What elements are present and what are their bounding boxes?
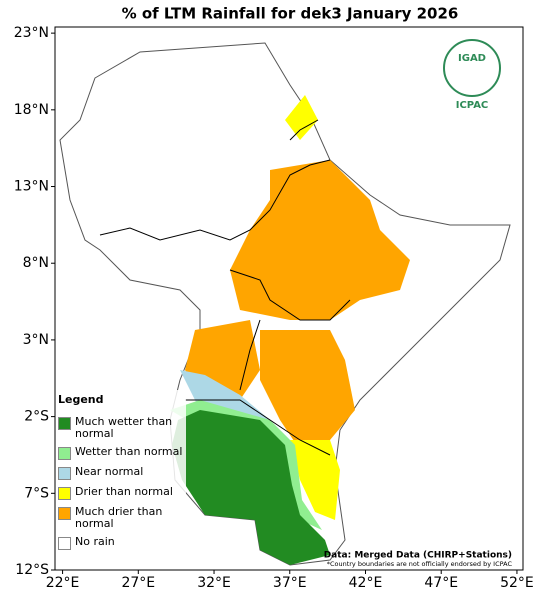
y-tick-label: 12°S: [15, 562, 49, 578]
legend-title: Legend: [58, 393, 104, 406]
legend-swatch: [58, 467, 71, 480]
y-tick-label: 2°S: [24, 409, 49, 425]
x-tick-label: 42°E: [349, 575, 383, 591]
legend-label: Drier than normal: [75, 485, 173, 498]
much-drier-area: [230, 160, 410, 320]
legend-item: Much drier than normal: [58, 506, 188, 530]
map-title: % of LTM Rainfall for dek3 January 2026: [122, 5, 459, 23]
legend-item: No rain: [58, 536, 188, 550]
x-tick-label: 27°E: [121, 575, 155, 591]
x-tick-label: 52°E: [500, 575, 534, 591]
legend-item: Near normal: [58, 466, 188, 480]
logo-ring: [443, 39, 501, 97]
legend-swatch: [58, 507, 71, 520]
y-tick-label: 3°N: [23, 332, 49, 348]
logo-bottom: ICPAC: [456, 100, 489, 111]
legend-box: [56, 390, 186, 560]
legend-label: Much wetter than normal: [75, 415, 173, 440]
legend-label: No rain: [75, 535, 115, 548]
much-drier-area: [260, 330, 355, 450]
x-tick-label: 32°E: [197, 575, 231, 591]
legend-item: Drier than normal: [58, 486, 188, 500]
legend-label: Near normal: [75, 465, 144, 478]
legend-label: Much drier than normal: [75, 505, 163, 530]
legend-label: Wetter than normal: [75, 445, 183, 458]
legend-swatch: [58, 537, 71, 550]
legend-item: Much wetter than normal: [58, 416, 188, 440]
legend-item: Wetter than normal: [58, 446, 188, 460]
logo-top: IGAD: [458, 53, 486, 64]
legend-swatch: [58, 487, 71, 500]
legend-swatch: [58, 417, 71, 430]
y-tick-label: 23°N: [14, 25, 49, 41]
y-tick-label: 18°N: [14, 102, 49, 118]
drier-area: [285, 95, 318, 140]
much-wetter-area: [172, 410, 330, 565]
y-tick-label: 8°N: [23, 255, 49, 271]
legend-swatch: [58, 447, 71, 460]
legend: Legend Much wetter than normal Wetter tha…: [58, 393, 188, 550]
disclaimer: *Country boundaries are not officially e…: [327, 560, 513, 568]
drier-area: [290, 440, 340, 520]
y-tick-label: 13°N: [14, 179, 49, 195]
y-tick-label: 7°S: [24, 485, 49, 501]
x-tick-label: 37°E: [273, 575, 307, 591]
source: Data: Merged Data (CHIRP+Stations): [324, 551, 512, 561]
x-tick-label: 47°E: [424, 575, 458, 591]
x-tick-label: 22°E: [46, 575, 80, 591]
borders: [99, 119, 351, 456]
